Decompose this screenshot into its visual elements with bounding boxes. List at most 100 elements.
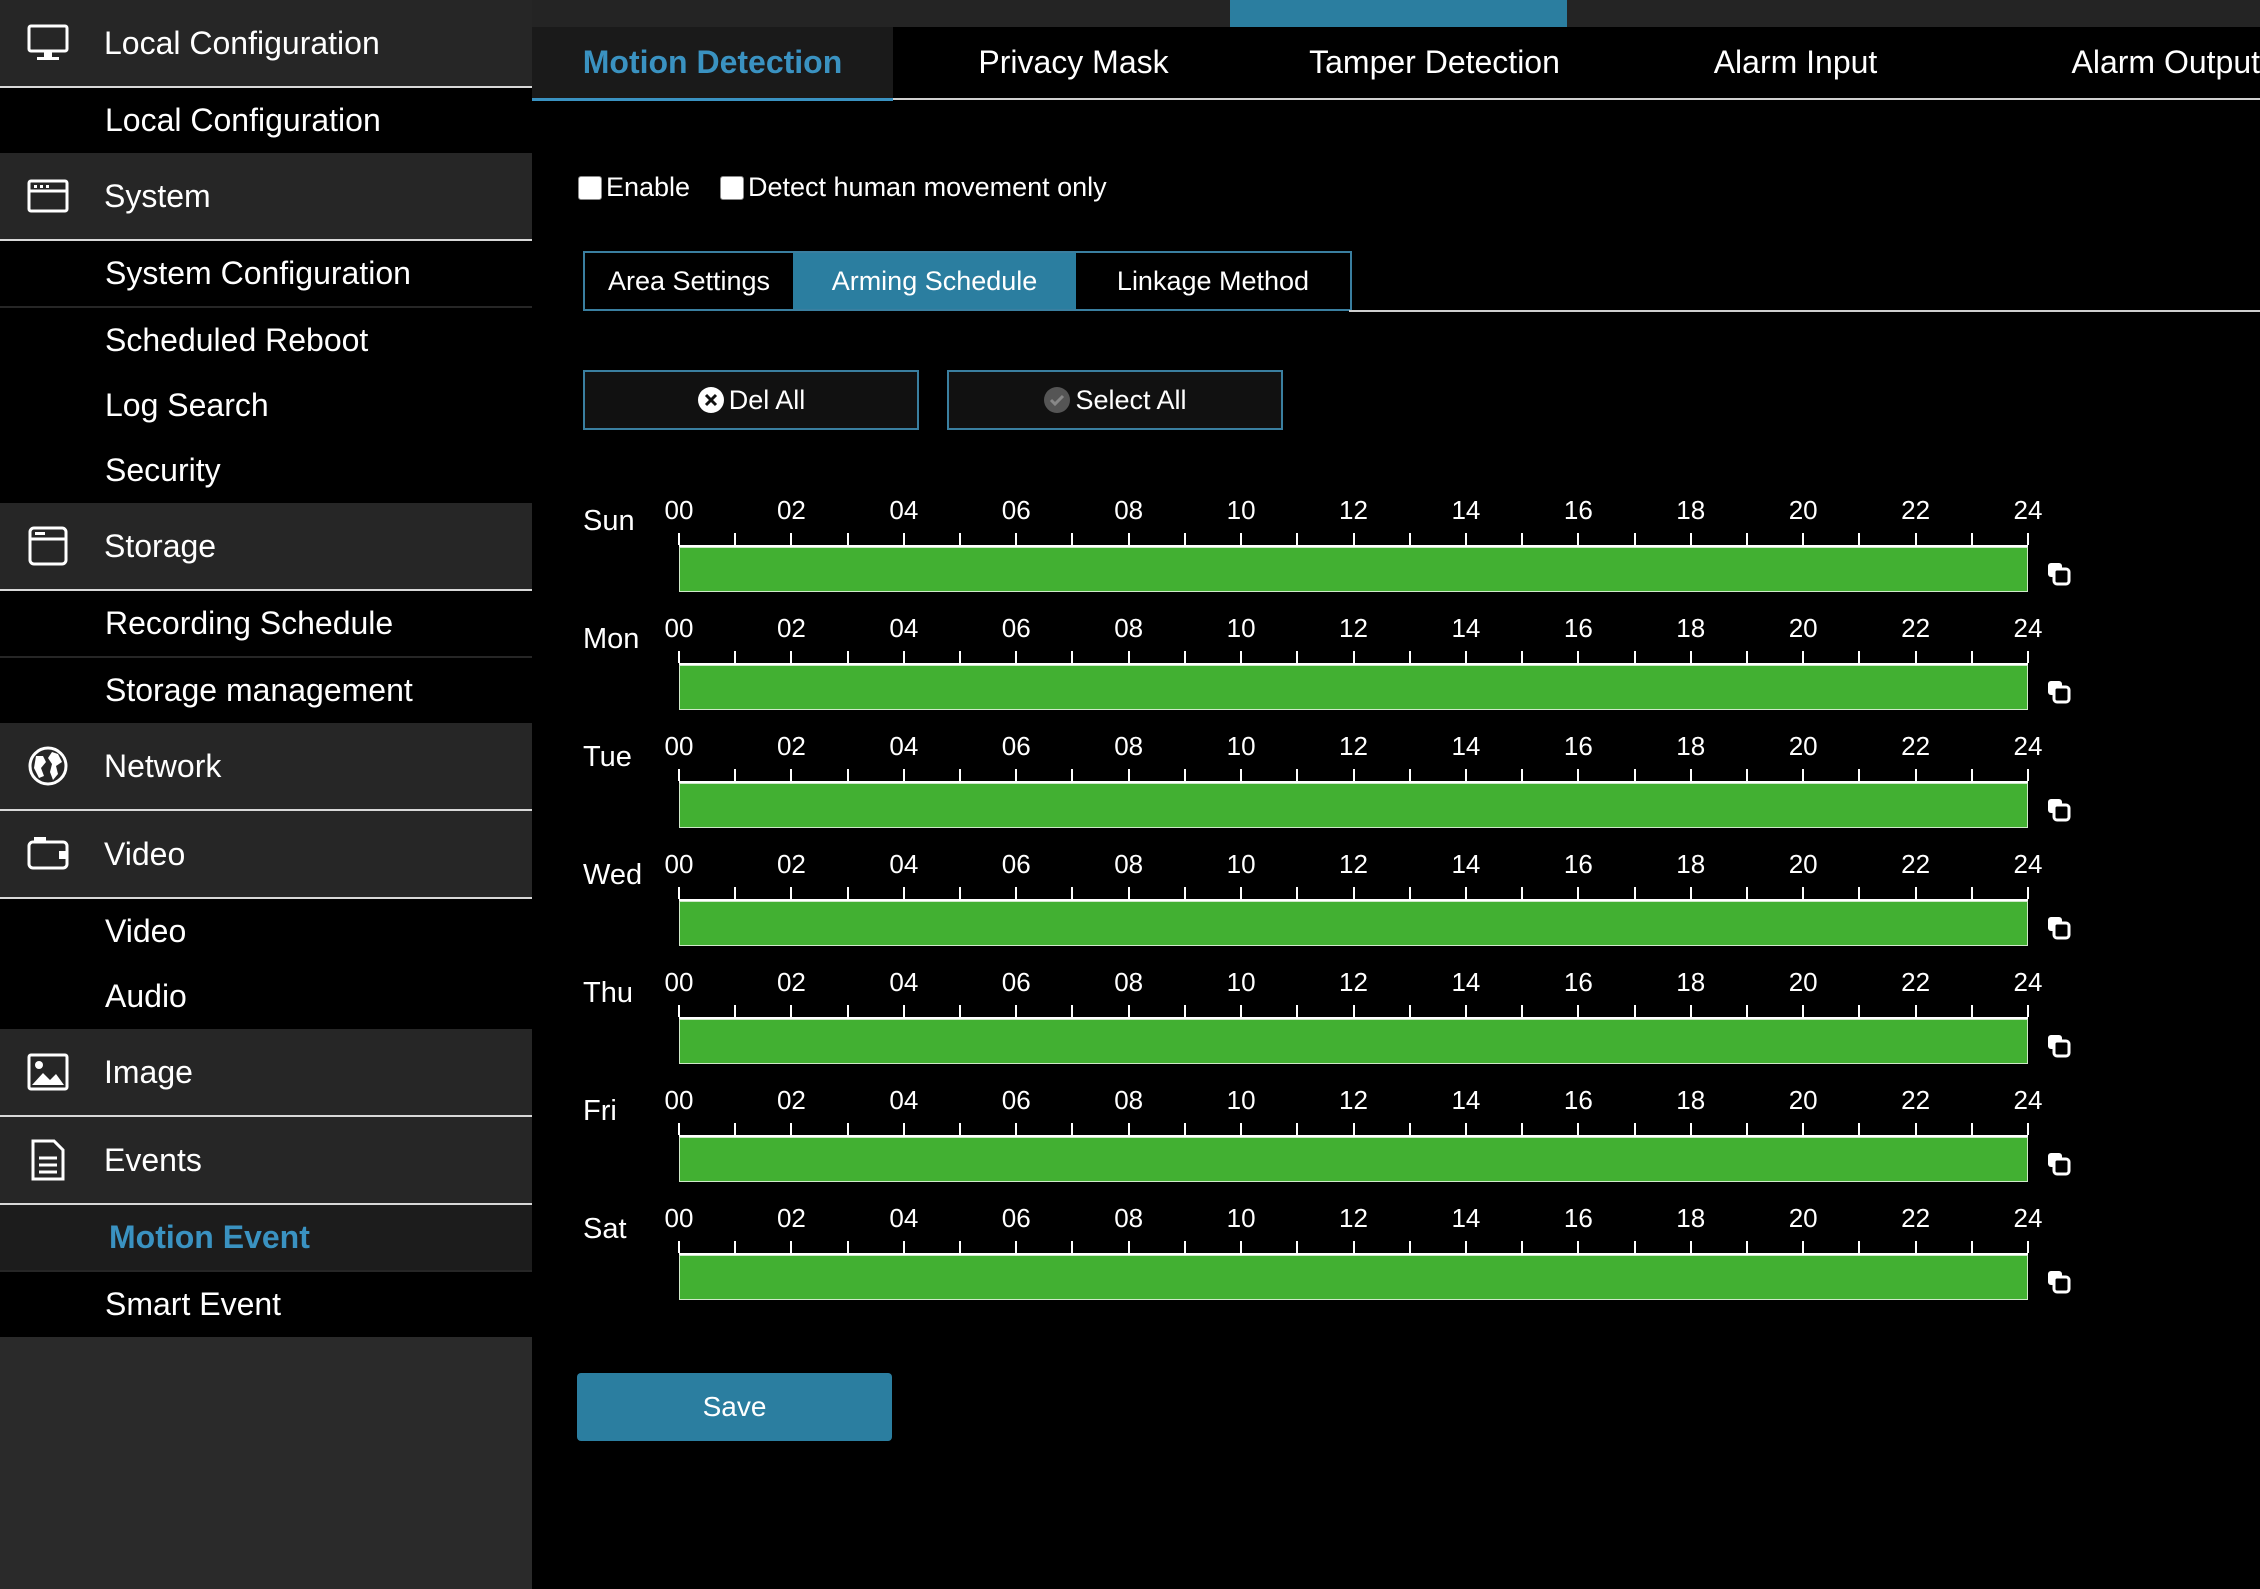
sidebar-item-audio[interactable]: Audio xyxy=(105,978,187,1014)
timeline-tick xyxy=(734,769,737,781)
timeline-tick xyxy=(1183,769,1186,781)
select-all-button[interactable]: Select All xyxy=(947,370,1283,430)
del-all-button[interactable]: Del All xyxy=(583,370,919,430)
tab-tamper-detection[interactable]: Tamper Detection xyxy=(1309,44,1560,80)
armed-time-bar[interactable] xyxy=(679,901,2028,946)
hour-tick-label: 10 xyxy=(1226,849,1256,879)
hour-tick-label: 14 xyxy=(1451,613,1481,643)
timeline-tick xyxy=(1689,1241,1692,1253)
hour-tick-label: 10 xyxy=(1226,967,1256,997)
close-circle-icon xyxy=(697,386,725,414)
timeline-tick xyxy=(734,651,737,663)
tab-alarm-output[interactable]: Alarm Output xyxy=(2071,44,2260,80)
hour-tick-label: 16 xyxy=(1563,1203,1593,1233)
timeline-tick xyxy=(846,651,849,663)
timeline-tick xyxy=(1577,887,1580,899)
sidebar-item-video[interactable]: Video xyxy=(105,913,187,949)
armed-time-bar[interactable] xyxy=(679,1137,2028,1182)
timeline-tick xyxy=(1296,1241,1299,1253)
tab-alarm-input[interactable]: Alarm Input xyxy=(1713,44,1878,80)
enable-checkbox[interactable] xyxy=(578,175,602,200)
sidebar-group-events[interactable]: Events xyxy=(0,1117,532,1205)
timeline-tick xyxy=(1127,1123,1130,1135)
timeline-tick xyxy=(959,887,962,899)
subtabs: Area Settings Arming Schedule Linkage Me… xyxy=(583,251,1352,311)
armed-time-bar[interactable] xyxy=(679,547,2028,592)
timeline-tick xyxy=(790,651,793,663)
timeline-tick xyxy=(734,1241,737,1253)
sidebar-item-local-configuration[interactable]: Local Configuration xyxy=(105,102,381,138)
sidebar-item-storage-management[interactable]: Storage management xyxy=(105,672,413,708)
hour-tick-label: 22 xyxy=(1901,1203,1931,1233)
armed-time-bar[interactable] xyxy=(679,1255,2028,1300)
timeline-tick xyxy=(1970,1123,1973,1135)
enable-checkbox-row[interactable]: Enable xyxy=(578,172,690,203)
hour-tick-label: 02 xyxy=(776,1203,806,1233)
timeline-tick xyxy=(846,769,849,781)
sidebar-item-smart-event[interactable]: Smart Event xyxy=(105,1286,282,1322)
human-only-checkbox[interactable] xyxy=(720,175,744,200)
sidebar-group-storage[interactable]: Storage xyxy=(0,503,532,591)
subtab-arming-schedule[interactable]: Arming Schedule xyxy=(793,253,1076,309)
subtab-area-settings[interactable]: Area Settings xyxy=(607,266,771,296)
copy-schedule-icon[interactable] xyxy=(2046,1269,2072,1295)
human-checkbox-row[interactable]: Detect human movement only xyxy=(720,172,1107,203)
copy-schedule-icon[interactable] xyxy=(2046,797,2072,823)
timeline-tick xyxy=(1577,1005,1580,1017)
hour-tick-label: 20 xyxy=(1788,1203,1818,1233)
timeline-axis xyxy=(679,1253,2028,1255)
timeline-tick xyxy=(1521,1241,1524,1253)
del-all-label: Del All xyxy=(728,384,806,415)
hour-tick-label: 24 xyxy=(2013,1203,2043,1233)
sidebar-item-security[interactable]: Security xyxy=(105,452,221,488)
sidebar-item-system-configuration[interactable]: System Configuration xyxy=(0,241,532,308)
timeline-tick xyxy=(1970,1005,1973,1017)
sidebar-item-recording-schedule[interactable]: Recording Schedule xyxy=(0,591,532,658)
tab-privacy-mask[interactable]: Privacy Mask xyxy=(978,44,1169,80)
armed-time-bar[interactable] xyxy=(679,1019,2028,1064)
sidebar-group-system[interactable]: System xyxy=(0,153,532,241)
timeline-tick xyxy=(1183,1005,1186,1017)
sidebar-group-image[interactable]: Image xyxy=(0,1029,532,1117)
sidebar-group-local-configuration[interactable]: Local Configuration xyxy=(0,0,532,88)
sidebar-item-motion-event[interactable]: Motion Event xyxy=(0,1205,532,1272)
timeline-tick xyxy=(1183,651,1186,663)
timeline-tick xyxy=(1745,1123,1748,1135)
hour-tick-label: 04 xyxy=(889,613,919,643)
timeline-tick xyxy=(1633,769,1636,781)
timeline-tick xyxy=(1127,887,1130,899)
sidebar-group-network[interactable]: Network xyxy=(0,723,532,811)
timeline-tick xyxy=(1071,1123,1074,1135)
timeline-tick xyxy=(1296,533,1299,545)
copy-schedule-icon[interactable] xyxy=(2046,1151,2072,1177)
timeline-axis xyxy=(679,663,2028,665)
hour-tick-label: 12 xyxy=(1339,495,1368,525)
hour-tick-label: 06 xyxy=(1001,849,1031,879)
copy-schedule-icon[interactable] xyxy=(2046,1033,2072,1059)
tab-motion-detection[interactable]: Motion Detection xyxy=(532,27,893,101)
sidebar-item-scheduled-reboot[interactable]: Scheduled Reboot xyxy=(105,322,369,358)
hour-tick-label: 08 xyxy=(1114,849,1144,879)
hour-tick-label: 22 xyxy=(1901,731,1931,761)
day-label: Thu xyxy=(583,977,633,1009)
timeline-tick xyxy=(1071,1241,1074,1253)
hour-tick-label: 14 xyxy=(1451,1085,1481,1115)
sidebar-group-video[interactable]: Video xyxy=(0,811,532,899)
timeline-tick xyxy=(1802,1005,1805,1017)
armed-time-bar[interactable] xyxy=(679,783,2028,828)
sidebar-item-log-search[interactable]: Log Search xyxy=(105,387,269,423)
hour-tick-label: 04 xyxy=(889,1085,919,1115)
copy-schedule-icon[interactable] xyxy=(2046,561,2072,587)
timeline-tick xyxy=(790,1241,793,1253)
save-button[interactable]: Save xyxy=(577,1373,892,1441)
armed-time-bar[interactable] xyxy=(679,665,2028,710)
copy-schedule-icon[interactable] xyxy=(2046,679,2072,705)
day-label: Mon xyxy=(583,623,640,655)
hour-tick-label: 02 xyxy=(776,967,806,997)
timeline-tick xyxy=(1633,1241,1636,1253)
hour-tick-label: 20 xyxy=(1788,495,1818,525)
subtab-linkage-method[interactable]: Linkage Method xyxy=(1116,266,1310,296)
copy-schedule-icon[interactable] xyxy=(2046,915,2072,941)
timeline-tick xyxy=(1408,769,1411,781)
timeline-tick xyxy=(1015,651,1018,663)
